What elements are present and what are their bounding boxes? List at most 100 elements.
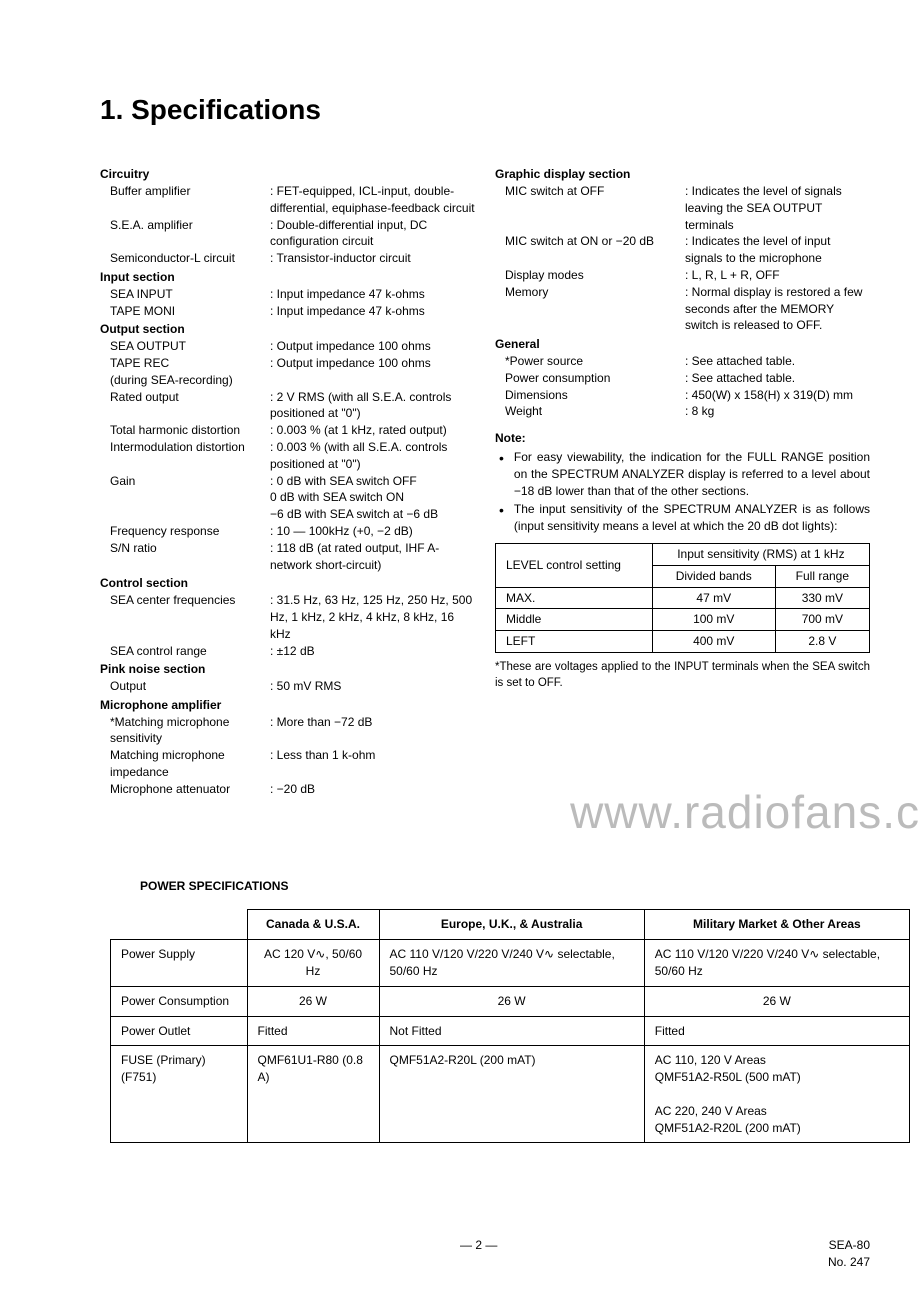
footer-right: SEA-80 No. 247: [828, 1237, 870, 1271]
spec-val: Output impedance 100 ohms: [270, 355, 475, 372]
spec-label: Frequency response: [110, 523, 270, 540]
spec-val: Indicates the level of signals leaving t…: [685, 183, 870, 233]
cell: Not Fitted: [379, 1016, 644, 1046]
output-head: Output section: [100, 321, 475, 338]
footer: — 2 — SEA-80 No. 247: [0, 1237, 920, 1271]
cell: 26 W: [379, 986, 644, 1016]
spec-row: MIC switch at OFFIndicates the level of …: [505, 183, 870, 233]
note-bullet: For easy viewability, the indication for…: [499, 449, 870, 499]
spec-val: 2 V RMS (with all S.E.A. controls positi…: [270, 389, 475, 423]
th-sens: Input sensitivity (RMS) at 1 kHz: [652, 543, 869, 565]
spec-val: See attached table.: [685, 353, 870, 370]
cell: AC 110 V/120 V/220 V/240 V∿ selectable, …: [379, 940, 644, 987]
spec-row: Microphone attenuator−20 dB: [110, 781, 475, 798]
spec-row: SEA control range±12 dB: [110, 643, 475, 660]
circuitry-head: Circuitry: [100, 166, 475, 183]
cell: AC 110, 120 V Areas QMF51A2-R50L (500 mA…: [644, 1046, 909, 1143]
cell: Power Consumption: [111, 986, 248, 1016]
spec-row: TAPE RECOutput impedance 100 ohms: [110, 355, 475, 372]
spec-row: Intermodulation distortion0.003 % (with …: [110, 439, 475, 473]
spec-label: S.E.A. amplifier: [110, 217, 270, 251]
left-column: Circuitry Buffer amplifierFET-equipped, …: [100, 164, 475, 797]
spec-val: L, R, L + R, OFF: [685, 267, 870, 284]
bullet-text: For easy viewability, the indication for…: [514, 449, 870, 499]
spec-label: Total harmonic distortion: [110, 422, 270, 439]
table-row: Power Outlet Fitted Not Fitted Fitted: [111, 1016, 910, 1046]
cell: 330 mV: [775, 587, 869, 609]
mic-head: Microphone amplifier: [100, 697, 475, 714]
cell: Middle: [496, 609, 653, 631]
spec-row: SEA OUTPUTOutput impedance 100 ohms: [110, 338, 475, 355]
control-head: Control section: [100, 575, 475, 592]
spec-label: SEA OUTPUT: [110, 338, 270, 355]
power-table: Canada & U.S.A. Europe, U.K., & Australi…: [110, 909, 910, 1143]
spec-row: Matching microphone impedanceLess than 1…: [110, 747, 475, 781]
th-europe: Europe, U.K., & Australia: [379, 910, 644, 940]
spec-label: Gain: [110, 473, 270, 523]
cell: Power Supply: [111, 940, 248, 987]
cell: 26 W: [247, 986, 379, 1016]
power-head: POWER SPECIFICATIONS: [140, 878, 870, 895]
th-divided: Divided bands: [652, 565, 775, 587]
th-canada: Canada & U.S.A.: [247, 910, 379, 940]
cell: 400 mV: [652, 631, 775, 653]
spec-row: S/N ratio118 dB (at rated output, IHF A-…: [110, 540, 475, 574]
spec-row: Output50 mV RMS: [110, 678, 475, 695]
graphic-head: Graphic display section: [495, 166, 870, 183]
cell: LEFT: [496, 631, 653, 653]
spec-row: MemoryNormal display is restored a few s…: [505, 284, 870, 334]
spec-row: Weight8 kg: [505, 403, 870, 420]
spec-label: *Matching microphone sensitivity: [110, 714, 270, 748]
spec-row: Display modesL, R, L + R, OFF: [505, 267, 870, 284]
spec-val: 50 mV RMS: [270, 678, 475, 695]
table-row: LEFT400 mV2.8 V: [496, 631, 870, 653]
spec-row: *Power sourceSee attached table.: [505, 353, 870, 370]
spec-label: Power consumption: [505, 370, 685, 387]
spec-val: 31.5 Hz, 63 Hz, 125 Hz, 250 Hz, 500 Hz, …: [270, 592, 475, 642]
cell: QMF61U1-R80 (0.8 A): [247, 1046, 379, 1143]
note-bullets: For easy viewability, the indication for…: [499, 449, 870, 535]
spec-row: Total harmonic distortion0.003 % (at 1 k…: [110, 422, 475, 439]
spec-val: Input impedance 47 k-ohms: [270, 303, 475, 320]
spec-val: Output impedance 100 ohms: [270, 338, 475, 355]
spec-row: Dimensions450(W) x 158(H) x 319(D) mm: [505, 387, 870, 404]
spec-row: Buffer amplifierFET-equipped, ICL-input,…: [110, 183, 475, 217]
spec-label: SEA center frequencies: [110, 592, 270, 642]
spec-val: FET-equipped, ICL-input, double-differen…: [270, 183, 475, 217]
spec-label: Display modes: [505, 267, 685, 284]
page-title: 1. Specifications: [100, 90, 870, 129]
cell: QMF51A2-R20L (200 mAT): [379, 1046, 644, 1143]
page-number: — 2 —: [460, 1237, 497, 1271]
spec-val: Normal display is restored a few seconds…: [685, 284, 870, 334]
spec-label: Intermodulation distortion: [110, 439, 270, 473]
spec-row: Power consumptionSee attached table.: [505, 370, 870, 387]
spec-label: TAPE REC: [110, 355, 270, 372]
cell: Fitted: [247, 1016, 379, 1046]
spec-val: −20 dB: [270, 781, 475, 798]
table-row: Middle100 mV700 mV: [496, 609, 870, 631]
cell: FUSE (Primary) (F751): [111, 1046, 248, 1143]
cell: AC 120 V∿, 50/60 Hz: [247, 940, 379, 987]
cell: 47 mV: [652, 587, 775, 609]
watermark: www.radiofans.c: [570, 780, 920, 844]
spec-row: Gain 0 dB with SEA switch OFF 0 dB with …: [110, 473, 475, 523]
spec-row: Frequency response10 — 100kHz (+0, −2 dB…: [110, 523, 475, 540]
spec-val: 118 dB (at rated output, IHF A-network s…: [270, 540, 475, 574]
th-full: Full range: [775, 565, 869, 587]
spec-label: SEA control range: [110, 643, 270, 660]
th-level: LEVEL control setting: [496, 543, 653, 587]
table-note: *These are voltages applied to the INPUT…: [495, 659, 870, 691]
spec-label: SEA INPUT: [110, 286, 270, 303]
cell: 26 W: [644, 986, 909, 1016]
spec-val: Less than 1 k-ohm: [270, 747, 475, 781]
spec-val: Transistor-inductor circuit: [270, 250, 475, 267]
right-column: Graphic display section MIC switch at OF…: [495, 164, 870, 797]
spec-row: *Matching microphone sensitivityMore tha…: [110, 714, 475, 748]
spec-val: Indicates the level of input signals to …: [685, 233, 870, 267]
spec-label: Memory: [505, 284, 685, 334]
table-row: MAX.47 mV330 mV: [496, 587, 870, 609]
note-head: Note:: [495, 430, 870, 447]
spec-row: S.E.A. amplifierDouble-differential inpu…: [110, 217, 475, 251]
doc-number: No. 247: [828, 1254, 870, 1271]
spec-label: (during SEA-recording): [110, 372, 270, 389]
